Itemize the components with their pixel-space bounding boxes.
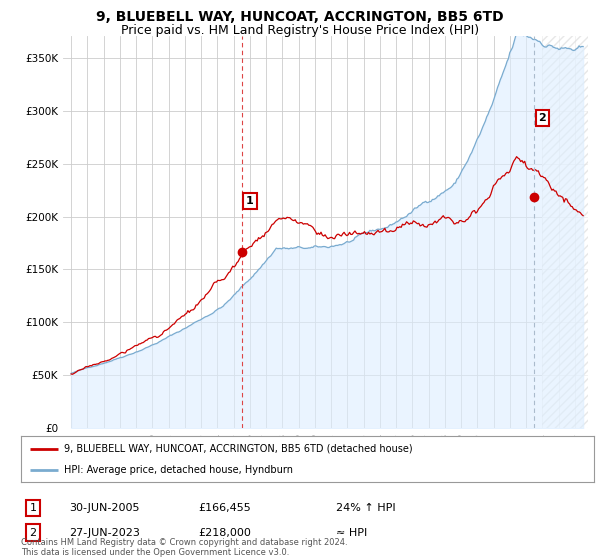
Text: Price paid vs. HM Land Registry's House Price Index (HPI): Price paid vs. HM Land Registry's House … xyxy=(121,24,479,36)
Text: 2: 2 xyxy=(539,113,547,123)
Text: 9, BLUEBELL WAY, HUNCOAT, ACCRINGTON, BB5 6TD (detached house): 9, BLUEBELL WAY, HUNCOAT, ACCRINGTON, BB… xyxy=(64,444,413,454)
Text: 9, BLUEBELL WAY, HUNCOAT, ACCRINGTON, BB5 6TD: 9, BLUEBELL WAY, HUNCOAT, ACCRINGTON, BB… xyxy=(96,10,504,24)
Text: 1: 1 xyxy=(29,503,37,513)
Text: ≈ HPI: ≈ HPI xyxy=(336,528,367,538)
Text: Contains HM Land Registry data © Crown copyright and database right 2024.
This d: Contains HM Land Registry data © Crown c… xyxy=(21,538,347,557)
Text: HPI: Average price, detached house, Hyndburn: HPI: Average price, detached house, Hynd… xyxy=(64,465,293,475)
Text: 24% ↑ HPI: 24% ↑ HPI xyxy=(336,503,395,513)
Text: £166,455: £166,455 xyxy=(198,503,251,513)
Text: 2: 2 xyxy=(29,528,37,538)
Text: 1: 1 xyxy=(246,196,254,206)
Text: £218,000: £218,000 xyxy=(198,528,251,538)
Text: 27-JUN-2023: 27-JUN-2023 xyxy=(69,528,140,538)
Text: 30-JUN-2005: 30-JUN-2005 xyxy=(69,503,139,513)
